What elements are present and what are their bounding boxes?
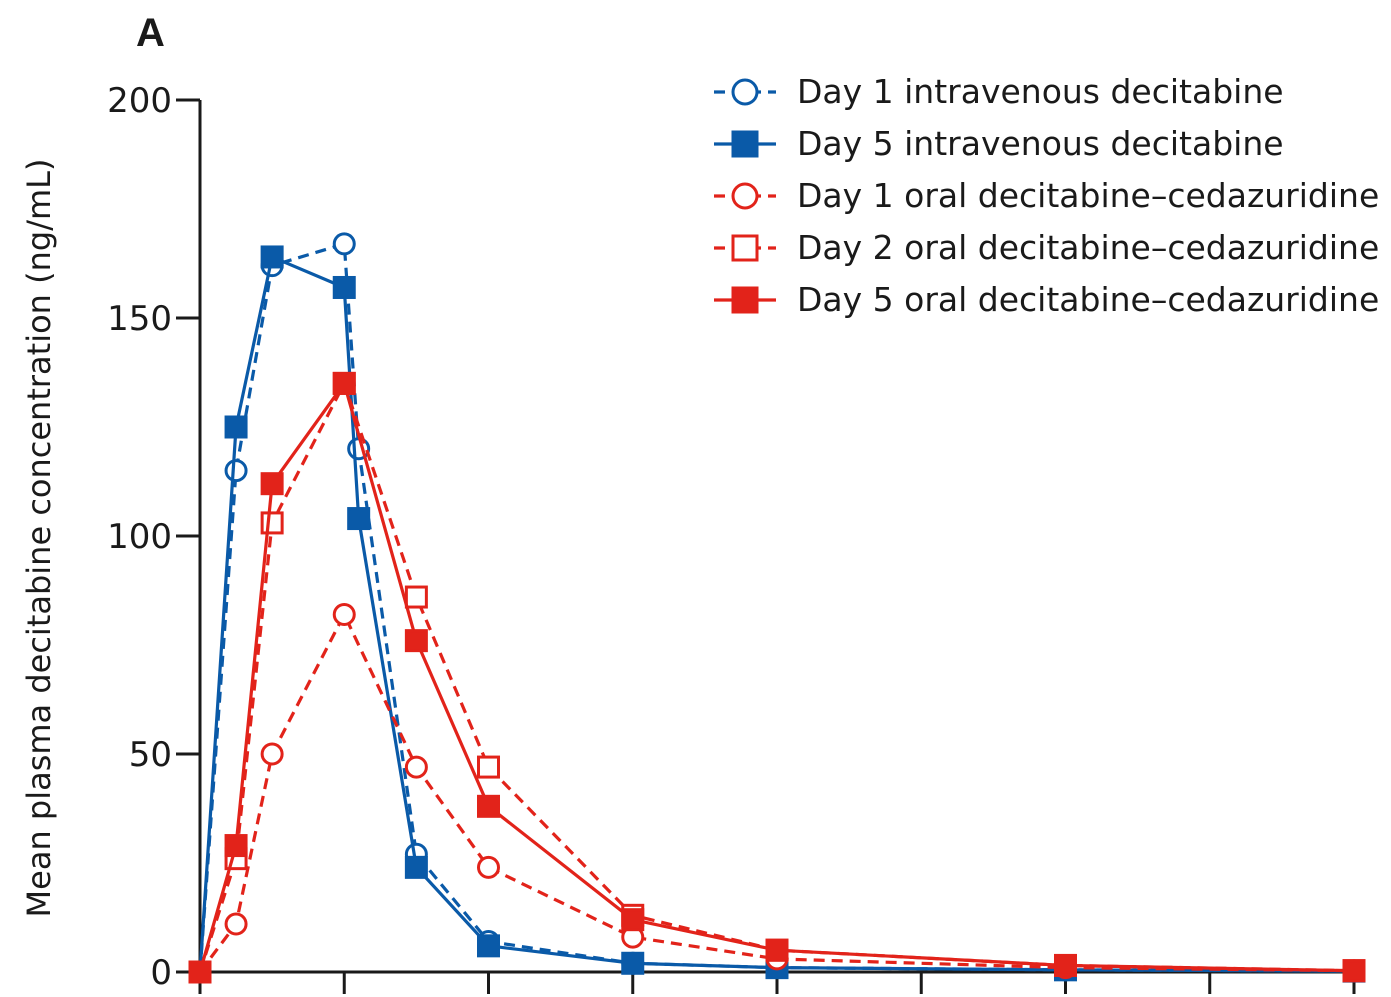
y-axis-title: Mean plasma decitabine concentration (ng… (20, 159, 58, 918)
data-point (1054, 953, 1077, 977)
data-point (477, 755, 500, 779)
data-point (477, 934, 500, 958)
data-point (260, 472, 284, 496)
data-point (260, 742, 284, 766)
data-point (477, 855, 500, 879)
data-point (224, 912, 248, 936)
legend-item: Day 1 intravenous decitabine (714, 72, 1284, 111)
legend-label: Day 2 oral decitabine–cedazuridine (797, 228, 1379, 267)
data-point (1342, 959, 1366, 983)
data-point (731, 78, 759, 106)
data-point (404, 855, 428, 879)
legend: Day 1 intravenous decitabine Day 5 intrav… (714, 72, 1379, 319)
data-point (224, 415, 248, 439)
legend-label: Day 5 intravenous decitabine (797, 124, 1284, 163)
data-point (332, 232, 356, 256)
legend-item: Day 5 intravenous decitabine (714, 124, 1284, 163)
data-point (731, 234, 759, 262)
data-point (404, 585, 428, 609)
data-point (260, 245, 284, 269)
data-point (332, 602, 356, 626)
data-point (332, 275, 356, 299)
data-point (404, 755, 428, 779)
series-1 (188, 232, 1366, 984)
data-point (765, 938, 789, 962)
data-point (731, 286, 759, 314)
data-point (477, 794, 500, 818)
legend-label: Day 5 oral decitabine–cedazuridine (797, 280, 1379, 319)
data-point (731, 130, 759, 158)
data-point (224, 459, 248, 483)
y-tick-label: 0 (150, 953, 172, 993)
legend-label: Day 1 oral decitabine–cedazuridine (797, 176, 1379, 215)
data-point (731, 182, 759, 210)
y-tick-label: 50 (129, 735, 172, 775)
series-line (198, 612, 1355, 973)
legend-item: Day 2 oral decitabine–cedazuridine (714, 228, 1379, 267)
data-point (260, 511, 284, 535)
data-point (347, 507, 371, 531)
series-line (198, 381, 1355, 973)
data-point (621, 951, 645, 975)
series-2 (188, 245, 1366, 984)
series-line (198, 255, 1355, 973)
legend-label: Day 1 intravenous decitabine (797, 72, 1284, 111)
series-5 (188, 371, 1366, 984)
axes: 0 50 100 150 200 (107, 81, 1358, 994)
y-tick-label: 100 (107, 517, 172, 557)
legend-item: Day 5 oral decitabine–cedazuridine (714, 280, 1379, 319)
data-point (621, 908, 645, 932)
data-point (224, 834, 248, 858)
data-point (404, 629, 428, 653)
data-point (332, 371, 356, 395)
y-tick-label: 200 (107, 81, 172, 121)
data-point (188, 960, 212, 984)
series-3 (188, 602, 1366, 984)
y-tick-label: 150 (107, 299, 172, 339)
legend-item: Day 1 oral decitabine–cedazuridine (714, 176, 1379, 215)
series-layer (188, 232, 1366, 984)
panel-label: A (136, 11, 165, 55)
